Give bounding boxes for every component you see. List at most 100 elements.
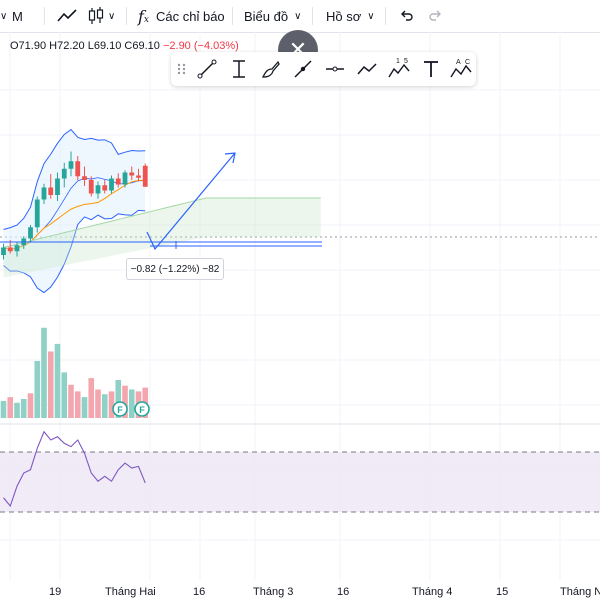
text-tool-icon[interactable] [419,57,443,81]
drawing-toolbar: 1 5 A C [171,52,476,86]
x-axis-tick: 16 [193,586,206,598]
indicators-button[interactable]: fx Các chỉ báo [138,0,225,32]
cloud-fill [3,198,321,278]
chevron-down-icon: ∨ [367,10,375,22]
volume-bar [0,400,7,418]
event-flag-icon [134,401,150,417]
redo-icon [429,10,441,21]
ohlc-open: O71.90 [10,40,47,52]
candle-body [55,178,60,195]
rsi-layer [3,430,146,508]
candle-body [1,247,6,255]
candle-body [34,199,40,228]
volume-bar [108,391,115,418]
candles-icon [88,7,104,24]
candle-body [95,185,101,194]
volume-bar [128,389,135,418]
ohlc-high: H72.20 [49,40,85,52]
toolbar-divider [44,7,45,25]
volume-bar [34,361,41,418]
horizontal-line-icon[interactable] [323,57,347,81]
volume-bar [61,372,68,418]
profile-label: Hồ sơ [326,8,362,24]
volume-bar [122,385,128,418]
candle-body [48,187,54,195]
chart-style-candles-button[interactable] [86,0,106,32]
volume-bar [95,389,101,418]
info-line-icon[interactable] [227,57,251,81]
volume-bar [115,380,122,418]
abcd-label-c: C [465,59,470,66]
moving-average-line [3,179,146,250]
elliott-wave-icon[interactable]: 1 5 [387,57,411,81]
ohlc-legend: O71.90 H72.20 L69.10 C69.10 −2.90 (−4.03… [10,40,239,52]
rsi-band [0,452,600,512]
x-axis-tick: 15 [496,586,509,598]
candle-body [129,172,135,176]
volume-bar [27,393,34,418]
undo-icon [401,10,413,21]
candle-body [122,172,128,185]
bollinger-fill [3,129,146,293]
undo-button[interactable] [398,0,414,32]
events-icons: F F [112,401,150,417]
svg-text:F: F [139,405,145,415]
bollinger-lower [3,209,146,294]
candle-body [68,161,74,169]
redo-button[interactable] [428,0,444,32]
candle-body [88,180,94,194]
volume-bar [74,391,81,418]
interval-partial-chevron[interactable]: ∨ [0,10,8,22]
indicators-label: Các chỉ báo [156,8,225,24]
volume-bar [14,402,20,418]
candle-body [41,187,47,200]
candle-body [82,176,87,180]
interval-button[interactable]: M [12,0,23,32]
trend-arrow [146,152,236,251]
chart-style-chevron[interactable]: ∨ [108,0,115,32]
ray-icon[interactable] [291,57,315,81]
candle-body [7,247,13,252]
volume-bar [68,384,74,418]
cloud-line [3,197,321,248]
top-toolbar: ∨ M ∨ fx Các chỉ báo Biểu đồ ∨ Hồ sơ ∨ [0,0,600,33]
brush-icon[interactable] [259,57,283,81]
elliott-label-5: 5 [404,58,408,65]
measure-tooltip: −0.82 (−1.22%) −82 [126,258,224,280]
cloud-indicator [3,197,321,278]
chevron-down-icon: ∨ [294,10,302,22]
measure-tooltip-text: −0.82 (−1.22%) −82 [130,263,220,275]
toolbar-divider [232,7,233,25]
toolbar-divider [126,7,127,25]
fx-icon: fx [138,6,149,26]
abcd-pattern-icon[interactable]: A C [449,57,473,81]
rsi-line [3,430,146,508]
ohlc-change: −2.90 (−4.03%) [162,40,239,52]
toolbar-divider [385,7,386,25]
candle-body [14,245,20,252]
volume-bar [88,378,95,418]
candle-body [109,178,114,191]
elliott-label-1: 1 [396,58,400,65]
volume-bar [47,351,54,418]
bollinger-bands [3,128,146,294]
toolbar-divider [312,7,313,25]
path-icon[interactable] [355,57,379,81]
x-axis-tick: Tháng Hai [105,586,156,598]
chart-menu-button[interactable]: Biểu đồ ∨ [244,0,301,32]
abcd-label-a: A [456,59,461,66]
chart-style-line-button[interactable] [56,0,78,32]
event-flag-icon [112,401,128,417]
candle-body [28,227,33,239]
drag-handle-icon[interactable] [175,57,189,81]
candle-body [102,185,108,191]
candle-body [136,175,141,178]
trend-line-icon[interactable] [195,57,219,81]
ohlc-low: L69.10 [87,40,122,52]
volume-bar [7,397,14,418]
x-axis-tick: 19 [49,586,62,598]
x-axis-tick: Tháng Năm [560,586,600,598]
profile-button[interactable]: Hồ sơ ∨ [326,0,375,32]
volume-bar [20,399,27,418]
